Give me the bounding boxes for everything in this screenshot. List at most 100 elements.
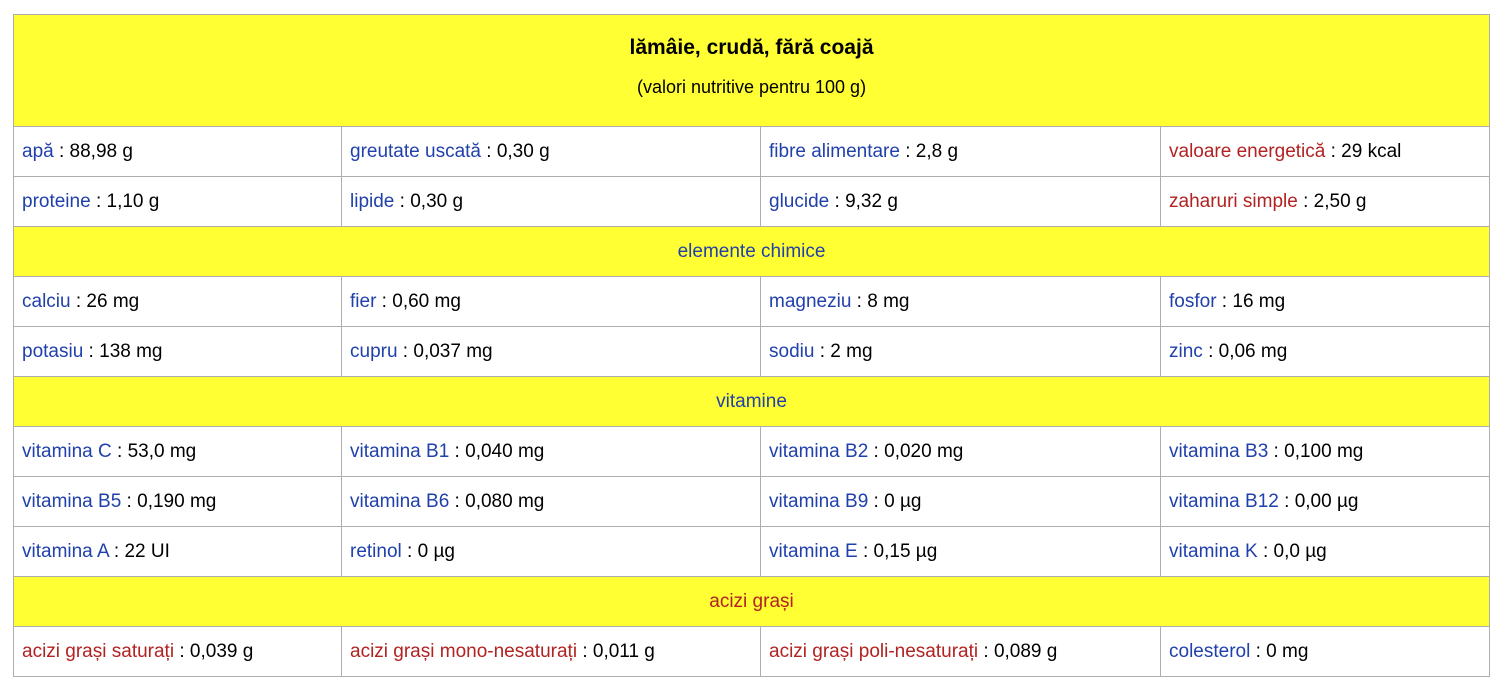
nutrient-cell: zaharuri simple : 2,50 g xyxy=(1159,176,1491,227)
label-value-separator: : xyxy=(121,490,138,512)
section-header-cell: acizi grași xyxy=(12,576,1491,627)
nutrient-link[interactable]: potasiu xyxy=(22,340,84,362)
nutrient-link[interactable]: vitamina B9 xyxy=(769,490,869,512)
nutrient-value: 0 µg xyxy=(884,490,922,512)
nutrient-link[interactable]: vitamina B6 xyxy=(350,490,450,512)
nutrient-link[interactable]: zaharuri simple xyxy=(1169,190,1298,212)
nutrient-link[interactable]: acizi grași saturați xyxy=(22,640,175,662)
nutrient-value: 2,8 g xyxy=(915,140,959,162)
nutrient-link[interactable]: glucide xyxy=(769,190,830,212)
nutrient-value: 138 mg xyxy=(99,340,163,362)
label-value-separator: : xyxy=(449,440,466,462)
nutrient-cell: vitamina B9 : 0 µg xyxy=(760,476,1161,527)
nutrient-link[interactable]: sodiu xyxy=(769,340,815,362)
label-value-separator: : xyxy=(401,540,418,562)
nutrient-cell: vitamina A : 22 UI xyxy=(13,526,342,577)
label-value-separator: : xyxy=(1325,140,1342,162)
nutrient-link[interactable]: vitamina E xyxy=(769,540,858,562)
nutrient-link[interactable]: proteine xyxy=(22,190,91,212)
nutrient-link[interactable]: vitamina A xyxy=(22,540,109,562)
section-header-link[interactable]: acizi grași xyxy=(709,590,794,612)
nutrient-cell: vitamina B1 : 0,040 mg xyxy=(341,426,761,477)
nutrient-cell: vitamina C : 53,0 mg xyxy=(13,426,342,477)
label-value-separator: : xyxy=(1216,290,1233,312)
nutrient-link[interactable]: vitamina C xyxy=(22,440,112,462)
nutrient-cell: lipide : 0,30 g xyxy=(341,176,761,227)
nutrient-link[interactable]: vitamina B12 xyxy=(1169,490,1279,512)
nutrient-cell: vitamina B2 : 0,020 mg xyxy=(760,426,1161,477)
nutrient-link[interactable]: vitamina B1 xyxy=(350,440,450,462)
nutrient-cell: potasiu : 138 mg xyxy=(13,326,342,377)
label-value-separator: : xyxy=(397,340,414,362)
nutrient-link[interactable]: greutate uscată xyxy=(350,140,481,162)
nutrient-value: 0 µg xyxy=(417,540,455,562)
nutrient-link[interactable]: vitamina K xyxy=(1169,540,1258,562)
section-header-cell: elemente chimice xyxy=(12,226,1491,277)
nutrient-link[interactable]: magneziu xyxy=(769,290,852,312)
label-value-separator: : xyxy=(577,640,593,662)
nutrient-link[interactable]: colesterol xyxy=(1169,640,1251,662)
nutrient-link[interactable]: vitamina B2 xyxy=(769,440,869,462)
table-row: vitamina B5 : 0,190 mg vitamina B6 : 0,0… xyxy=(13,476,1491,527)
section-header-vitamine: vitamine xyxy=(12,376,1491,427)
section-header-elemente-chimice: elemente chimice xyxy=(12,226,1491,277)
nutrient-value: 8 mg xyxy=(867,290,910,312)
nutrient-link[interactable]: fier xyxy=(350,290,377,312)
nutrient-link[interactable]: acizi grași poli-nesaturați xyxy=(769,640,979,662)
nutrient-cell: vitamina E : 0,15 µg xyxy=(760,526,1161,577)
nutrient-value: 0,00 µg xyxy=(1294,490,1359,512)
nutrient-cell: proteine : 1,10 g xyxy=(13,176,342,227)
section-header-link[interactable]: elemente chimice xyxy=(677,240,826,262)
label-value-separator: : xyxy=(449,490,466,512)
nutrient-link[interactable]: vitamina B5 xyxy=(22,490,122,512)
nutrient-cell: vitamina B6 : 0,080 mg xyxy=(341,476,761,527)
nutrient-value: 16 mg xyxy=(1232,290,1286,312)
label-value-separator: : xyxy=(829,190,846,212)
section-header-acizi-grasi: acizi grași xyxy=(12,576,1491,627)
nutrient-cell: glucide : 9,32 g xyxy=(760,176,1161,227)
nutrient-link[interactable]: lipide xyxy=(350,190,395,212)
nutrient-link[interactable]: vitamina B3 xyxy=(1169,440,1269,462)
label-value-separator: : xyxy=(899,140,916,162)
nutrient-value: 22 UI xyxy=(124,540,170,562)
nutrient-link[interactable]: fibre alimentare xyxy=(769,140,900,162)
nutrient-link[interactable]: fosfor xyxy=(1169,290,1217,312)
label-value-separator: : xyxy=(1278,490,1295,512)
nutrient-cell: fier : 0,60 mg xyxy=(341,276,761,327)
table-row: calciu : 26 mg fier : 0,60 mg magneziu :… xyxy=(13,276,1491,327)
nutrient-value: 9,32 g xyxy=(845,190,898,212)
nutrient-cell: valoare energetică : 29 kcal xyxy=(1159,126,1491,177)
nutrient-cell: cupru : 0,037 mg xyxy=(341,326,761,377)
nutrient-link[interactable]: cupru xyxy=(350,340,398,362)
nutrient-value: 2,50 g xyxy=(1313,190,1367,212)
label-value-separator: : xyxy=(108,540,125,562)
nutrient-cell: fosfor : 16 mg xyxy=(1159,276,1491,327)
label-value-separator: : xyxy=(1202,340,1219,362)
nutrient-link[interactable]: zinc xyxy=(1169,340,1203,362)
nutrient-value: 0,30 g xyxy=(410,190,464,212)
label-value-separator: : xyxy=(1257,540,1274,562)
nutrient-value: 0,011 g xyxy=(592,640,655,662)
label-value-separator: : xyxy=(857,540,874,562)
nutrition-table: lămâie, crudă, fără coajă (valori nutrit… xyxy=(12,14,1491,677)
nutrient-value: 0,15 µg xyxy=(873,540,938,562)
nutrient-value: 26 mg xyxy=(86,290,140,312)
label-value-separator: : xyxy=(70,290,87,312)
title-row: lămâie, crudă, fără coajă (valori nutrit… xyxy=(12,14,1491,127)
nutrient-link[interactable]: acizi grași mono-nesaturați xyxy=(350,640,578,662)
table-title: lămâie, crudă, fără coajă xyxy=(629,36,874,59)
nutrient-link[interactable]: calciu xyxy=(22,290,71,312)
nutrient-value: 0,60 mg xyxy=(392,290,461,312)
section-header-link[interactable]: vitamine xyxy=(716,390,787,412)
nutrient-link[interactable]: valoare energetică xyxy=(1169,140,1326,162)
nutrient-link[interactable]: apă xyxy=(22,140,54,162)
nutrient-value: 53,0 mg xyxy=(127,440,197,462)
label-value-separator: : xyxy=(1297,190,1314,212)
nutrient-value: 0 mg xyxy=(1266,640,1309,662)
nutrient-cell: acizi grași saturați : 0,039 g xyxy=(13,626,342,677)
nutrient-value: 0,190 mg xyxy=(137,490,217,512)
nutrient-link[interactable]: retinol xyxy=(350,540,402,562)
table-row: vitamina A : 22 UI retinol : 0 µg vitami… xyxy=(13,526,1491,577)
nutrient-value: 2 mg xyxy=(830,340,873,362)
